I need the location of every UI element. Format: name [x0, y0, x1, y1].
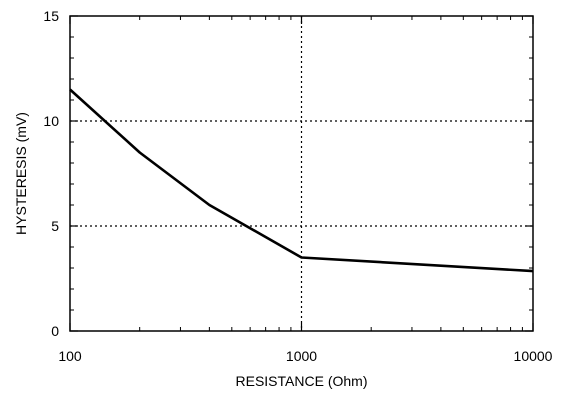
x-tick-label: 1000 [286, 348, 317, 364]
series-layer [69, 88, 534, 273]
grid [70, 16, 533, 331]
y-axis-label: HYSTERESIS (mV) [13, 112, 29, 235]
x-axis-label: RESISTANCE (Ohm) [236, 373, 368, 389]
plot-frame [69, 15, 534, 332]
tick-labels: 100 1000 10000 0 5 10 15 [43, 8, 552, 364]
series-line-1 [69, 88, 534, 273]
y-tick-label: 0 [51, 323, 59, 339]
major-ticks [69, 15, 534, 332]
x-tick-label: 100 [58, 348, 82, 364]
minor-ticks [70, 16, 533, 331]
y-tick-label: 15 [43, 8, 59, 24]
y-tick-label: 10 [43, 113, 59, 129]
x-tick-label: 10000 [514, 348, 553, 364]
y-tick-label: 5 [51, 218, 59, 234]
